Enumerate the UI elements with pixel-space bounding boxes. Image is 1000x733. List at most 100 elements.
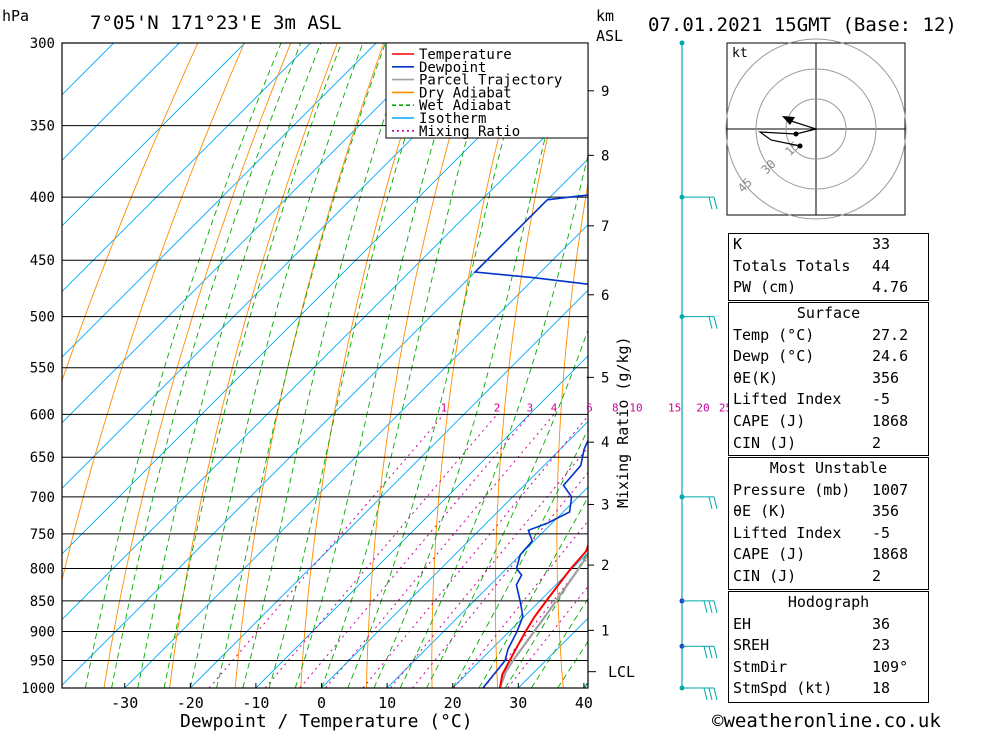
wind-barb-flag <box>713 196 718 210</box>
mixing-ratio-line <box>325 413 555 688</box>
stat-row: CAPE (J) 1868 <box>729 411 928 433</box>
hodograph-title: Hodograph <box>787 593 870 611</box>
wind-barb-flag <box>713 496 718 510</box>
storm-motion-vector <box>787 119 817 130</box>
dry-adiabat-line <box>939 43 1000 688</box>
stat-value: 36 <box>872 614 891 633</box>
hodograph-unit: kt <box>732 46 748 61</box>
isotherm-line <box>62 43 115 96</box>
wind-barb-flag <box>713 687 718 701</box>
stat-label: CIN (J) <box>733 433 797 452</box>
pressure-tick-label: 550 <box>30 361 55 377</box>
stat-label: Totals Totals <box>733 256 851 275</box>
pressure-tick-label: 950 <box>30 654 55 670</box>
isotherm-line <box>62 92 588 621</box>
dry-adiabat-line <box>674 43 709 688</box>
wind-barb-flag <box>708 646 713 659</box>
wet-adiabat-line <box>242 43 410 688</box>
pressure-tick-label: 450 <box>30 253 55 269</box>
stat-label: SREH <box>733 636 770 655</box>
isotherm-line <box>62 43 180 161</box>
wet-adiabat-line <box>268 43 436 688</box>
most-unstable-title: Most Unstable <box>769 459 888 477</box>
km-tick-label: 1 <box>601 623 609 639</box>
temp-tick-label: 0 <box>317 694 326 712</box>
pressure-tick-label: 500 <box>30 310 55 326</box>
isotherm-line <box>124 224 588 688</box>
mixing-ratio-axis-title: Mixing Ratio (g/kg) <box>614 336 632 508</box>
stat-value: 27.2 <box>872 325 909 344</box>
stat-label: StmDir <box>733 657 788 676</box>
stat-label: θE(K) <box>733 368 779 387</box>
temp-tick-label: 40 <box>575 694 593 712</box>
stat-value: 356 <box>872 502 900 521</box>
wet-adiabat-line <box>373 43 570 688</box>
index-table: K 33 Totals Totals 44 PW (cm) 4.76 <box>728 233 929 301</box>
temp-tick-label: -20 <box>177 694 204 712</box>
wet-adiabat-line <box>84 43 282 688</box>
km-tick-label: 8 <box>601 148 609 164</box>
parcel-trajectory-profile <box>498 552 588 688</box>
x-axis-title: Dewpoint / Temperature (°C) <box>180 711 473 732</box>
stat-row: CIN (J) 2 <box>729 566 928 588</box>
pressure-tick-label: 350 <box>30 119 55 135</box>
temp-tick-label: 30 <box>509 694 527 712</box>
stat-label: K <box>733 235 743 253</box>
wind-barb-flag <box>713 646 718 659</box>
isotherm-line <box>62 43 443 424</box>
plot-frame <box>61 42 589 689</box>
stat-label: EH <box>733 614 752 633</box>
km-tick-label: 9 <box>601 84 609 100</box>
stat-value: 24.6 <box>872 347 909 366</box>
copyright: ©weatheronline.co.uk <box>712 710 941 732</box>
stat-label: Dewp (°C) <box>733 347 815 366</box>
location-title: 7°05'N 171°23'E 3m ASL <box>90 12 342 34</box>
stat-label: Pressure (mb) <box>733 480 851 499</box>
mixing-ratio-label: 2 <box>494 401 501 414</box>
isotherm-line <box>62 43 246 227</box>
stat-value: 356 <box>872 368 900 387</box>
stat-value: 23 <box>872 636 891 655</box>
stat-label: θE (K) <box>733 502 788 521</box>
stat-label: Lifted Index <box>733 390 842 409</box>
stat-value: 44 <box>872 256 891 275</box>
wind-barb-flag <box>703 687 708 701</box>
mixing-ratio-label: 1 <box>441 401 448 414</box>
stat-label: CAPE (J) <box>733 545 806 564</box>
stat-row: Lifted Index -5 <box>729 389 928 411</box>
pressure-tick-label: 650 <box>30 450 55 466</box>
hodograph-table: Hodograph EH 36 SREH 23 StmDir 109° StmSpd … <box>728 591 929 703</box>
surface-table: Surface Temp (°C) 27.2 Dewp (°C) 24.6 θE(K… <box>728 302 929 456</box>
mixing-ratio-label: 20 <box>696 401 709 414</box>
wind-barb-flag <box>713 600 718 614</box>
mixing-ratio-label: 10 <box>629 401 642 414</box>
wet-adiabat-line <box>111 43 302 688</box>
km-tick-label: 3 <box>601 498 609 514</box>
isotherm-line <box>321 420 588 688</box>
legend-label: Parcel Trajectory <box>419 73 562 89</box>
mixing-ratio-label: 6 <box>586 401 593 414</box>
stat-row: Lifted Index -5 <box>729 523 928 545</box>
mixing-ratio-line <box>362 415 588 688</box>
stat-value: 2 <box>872 566 882 585</box>
legend-label: Isotherm <box>419 111 486 127</box>
stat-value: 109° <box>872 657 909 676</box>
temp-tick-label: 10 <box>378 694 396 712</box>
pressure-tick-label: 300 <box>30 36 55 52</box>
wet-adiabat-line <box>426 328 588 688</box>
mixing-ratio-line <box>264 413 498 688</box>
stat-row: StmDir 109° <box>729 657 928 679</box>
wind-barb-flag <box>708 687 713 701</box>
surface-title: Surface <box>796 304 861 322</box>
km-tick-label: 4 <box>601 435 609 451</box>
mixing-ratio-label: 8 <box>612 401 619 414</box>
most-unstable-table: Most Unstable Pressure (mb) 1007 θE (K) 35… <box>728 457 929 590</box>
stat-value: -5 <box>872 390 891 409</box>
stat-row: Dewp (°C) 24.6 <box>729 346 928 368</box>
hodograph-point <box>793 131 799 137</box>
wind-barb-flag <box>713 316 718 329</box>
stat-label: Lifted Index <box>733 523 842 542</box>
stat-row: Pressure (mb) 1007 <box>729 480 928 502</box>
wind-barb-flag <box>703 646 708 659</box>
